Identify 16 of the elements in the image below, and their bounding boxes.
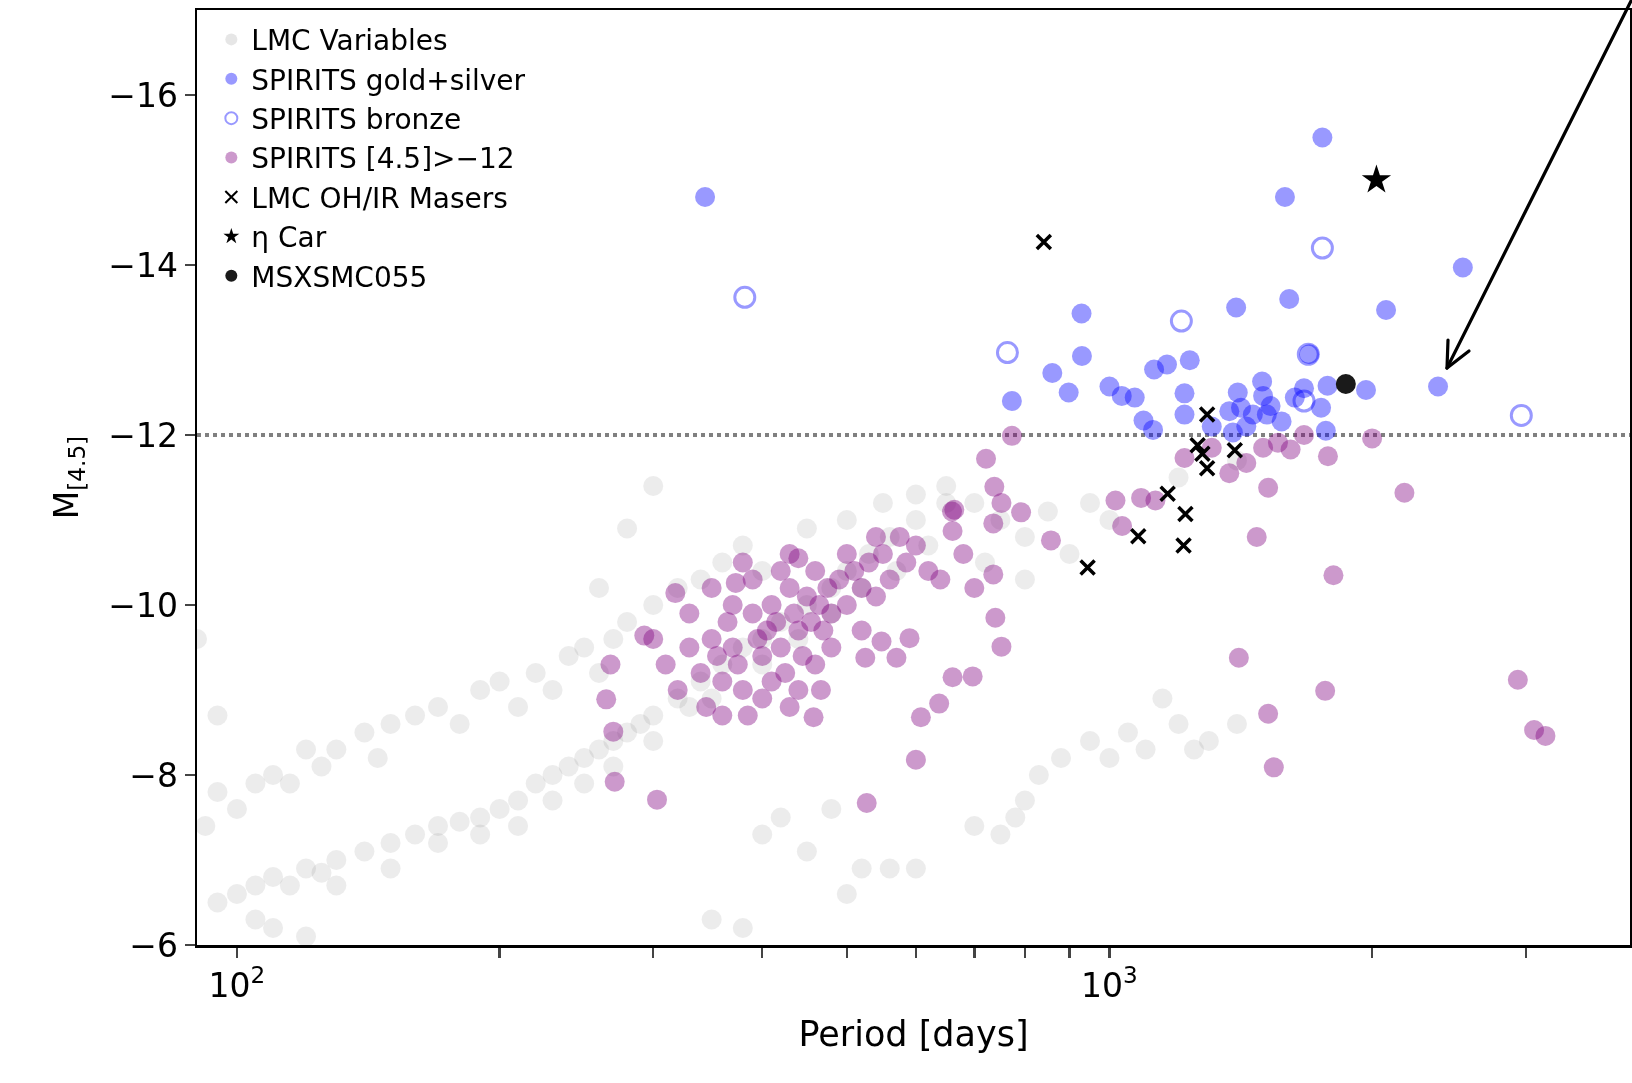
legend-label: SPIRITS bronze [251, 103, 462, 137]
legend-label: SPIRITS [4.5]>−12 [251, 142, 515, 176]
legend-label: LMC Variables [251, 24, 448, 58]
x-tick-label: 10$^{2}$ [208, 962, 266, 1006]
legend-label: MSXSMC055 [251, 260, 428, 294]
x-tick-label: 10$^{3}$ [1081, 962, 1138, 1006]
y-tick-label: −16 [108, 75, 178, 115]
legend-label: η Car [251, 221, 327, 255]
y-tick-label: −12 [108, 415, 178, 455]
y-tick-label: −6 [129, 925, 178, 965]
legend-label: LMC OH/IR Masers [251, 181, 508, 215]
legend-label: SPIRITS gold+silver [251, 63, 526, 97]
y-tick-label: −10 [108, 585, 178, 625]
y-tick-label: −14 [108, 245, 178, 285]
x-axis-title: Period [days] [798, 1014, 1029, 1055]
y-tick-label: −8 [129, 755, 178, 795]
